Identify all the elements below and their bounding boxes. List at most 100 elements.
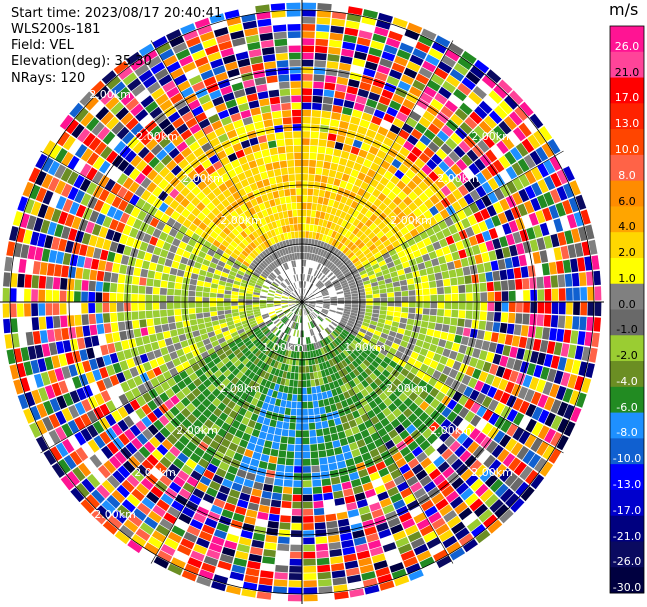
velocity-gate bbox=[333, 282, 341, 288]
velocity-gate bbox=[290, 415, 296, 423]
velocity-gate bbox=[19, 213, 30, 229]
velocity-gate bbox=[391, 240, 401, 248]
velocity-gate bbox=[340, 532, 353, 542]
velocity-gate bbox=[213, 434, 224, 444]
velocity-gate bbox=[457, 318, 465, 327]
velocity-gate bbox=[293, 245, 297, 253]
velocity-gate bbox=[314, 414, 321, 423]
velocity-gate bbox=[373, 109, 385, 119]
velocity-gate bbox=[340, 352, 347, 360]
velocity-gate bbox=[386, 106, 398, 117]
velocity-gate bbox=[233, 557, 248, 567]
velocity-gate bbox=[278, 211, 284, 220]
velocity-gate bbox=[109, 455, 122, 469]
velocity-gate bbox=[344, 27, 359, 37]
velocity-gate bbox=[226, 195, 236, 204]
velocity-gate bbox=[59, 290, 67, 302]
velocity-gate bbox=[363, 318, 371, 324]
velocity-gate bbox=[110, 169, 123, 182]
velocity-gate bbox=[146, 351, 156, 361]
velocity-gate bbox=[376, 522, 389, 532]
velocity-gate bbox=[155, 239, 165, 249]
velocity-gate bbox=[175, 247, 185, 256]
velocity-gate bbox=[576, 392, 587, 408]
velocity-gate bbox=[209, 137, 221, 148]
velocity-gate bbox=[315, 255, 320, 262]
velocity-gate bbox=[81, 291, 88, 302]
velocity-gate bbox=[202, 302, 210, 308]
velocity-gate bbox=[119, 145, 132, 159]
velocity-gate bbox=[364, 526, 377, 536]
velocity-gate bbox=[309, 313, 315, 320]
velocity-gate bbox=[22, 181, 34, 197]
velocity-gate bbox=[241, 432, 251, 442]
velocity-gate bbox=[232, 312, 240, 317]
velocity-gate bbox=[268, 455, 278, 464]
velocity-gate bbox=[348, 281, 356, 287]
velocity-gate bbox=[193, 261, 202, 269]
velocity-gate bbox=[216, 491, 228, 502]
velocity-gate bbox=[168, 274, 177, 282]
velocity-gate bbox=[289, 551, 302, 559]
velocity-gate bbox=[491, 215, 502, 227]
velocity-gate bbox=[198, 458, 210, 469]
velocity-gate bbox=[233, 452, 244, 462]
velocity-gate bbox=[166, 295, 174, 302]
velocity-gate bbox=[225, 360, 233, 369]
velocity-gate bbox=[260, 305, 267, 309]
velocity-gate bbox=[330, 300, 338, 302]
velocity-gate bbox=[163, 195, 174, 206]
velocity-gate bbox=[51, 462, 66, 478]
velocity-gate bbox=[213, 529, 227, 540]
velocity-gate bbox=[262, 271, 269, 277]
velocity-gate bbox=[31, 303, 39, 317]
velocity-gate bbox=[318, 399, 325, 408]
velocity-gate bbox=[181, 147, 193, 158]
velocity-gate bbox=[313, 239, 319, 247]
velocity-gate bbox=[493, 125, 507, 140]
velocity-gate bbox=[353, 377, 361, 386]
velocity-gate bbox=[277, 339, 283, 346]
field-label: Field: VEL bbox=[11, 38, 74, 53]
velocity-gate bbox=[454, 501, 468, 515]
velocity-gate bbox=[339, 180, 348, 189]
velocity-gate bbox=[277, 226, 284, 235]
velocity-gate bbox=[324, 227, 330, 236]
velocity-gate bbox=[260, 39, 274, 48]
velocity-gate bbox=[391, 276, 400, 283]
velocity-gate bbox=[560, 216, 571, 231]
velocity-gate bbox=[325, 147, 334, 156]
velocity-gate bbox=[444, 253, 453, 263]
velocity-gate bbox=[370, 162, 380, 172]
velocity-gate bbox=[138, 302, 146, 311]
velocity-gate bbox=[161, 323, 170, 332]
velocity-gate bbox=[344, 294, 352, 298]
velocity-gate bbox=[284, 364, 289, 372]
velocity-gate bbox=[327, 527, 339, 536]
velocity-gate bbox=[340, 219, 348, 228]
velocity-gate bbox=[272, 190, 280, 199]
nrays-label: NRays: 120 bbox=[11, 71, 86, 86]
velocity-gate bbox=[171, 428, 183, 440]
velocity-gate bbox=[324, 269, 331, 276]
velocity-gate bbox=[422, 237, 432, 247]
velocity-gate bbox=[220, 438, 231, 448]
velocity-gate bbox=[209, 335, 218, 343]
velocity-gate bbox=[553, 218, 564, 233]
azimuth-spoke bbox=[301, 40, 454, 303]
velocity-gate bbox=[522, 449, 536, 465]
velocity-gate bbox=[317, 392, 323, 401]
velocity-gate bbox=[338, 62, 352, 72]
velocity-gate bbox=[318, 593, 334, 601]
velocity-gate bbox=[433, 474, 446, 486]
velocity-gate bbox=[380, 293, 387, 298]
velocity-gate bbox=[307, 306, 313, 312]
velocity-gate bbox=[111, 423, 123, 436]
velocity-gate bbox=[419, 400, 430, 411]
velocity-gate bbox=[302, 109, 312, 117]
velocity-gate bbox=[413, 208, 423, 218]
velocity-gate bbox=[271, 316, 278, 322]
velocity-gate bbox=[298, 308, 301, 316]
velocity-gate bbox=[326, 448, 335, 457]
velocity-gate bbox=[431, 517, 446, 530]
